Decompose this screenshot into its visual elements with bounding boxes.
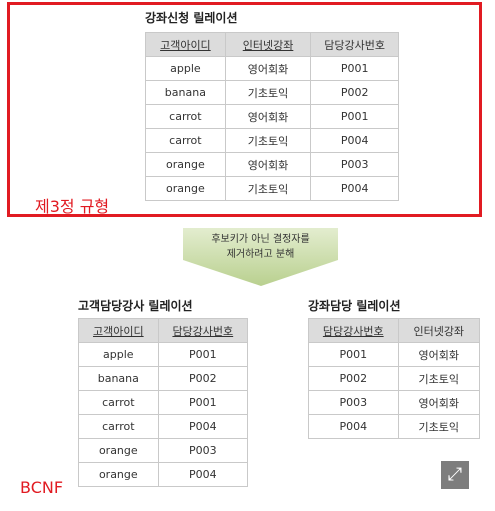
table-cell: P002	[157, 366, 249, 391]
right-relation-title: 강좌담당 릴레이션	[308, 299, 401, 313]
table-row: orange P003	[78, 438, 249, 463]
column-header: 인터넷강좌	[224, 32, 312, 57]
column-header: 고객아이디	[145, 32, 226, 57]
table-cell: P001	[310, 56, 399, 81]
table-row: orange 기초토익 P004	[145, 176, 399, 201]
table-cell: banana	[78, 366, 159, 391]
column-header: 인터넷강좌	[397, 318, 481, 343]
column-header: 담당강사번호	[308, 318, 399, 343]
table-cell: 영어회화	[224, 152, 312, 177]
table-cell: P002	[308, 366, 399, 391]
table-cell: carrot	[145, 104, 226, 129]
table-cell: P001	[157, 342, 249, 367]
table-row: orange 영어회화 P003	[145, 152, 399, 177]
table-header-row: 담당강사번호 인터넷강좌	[308, 318, 481, 343]
table-row: carrot 기초토익 P004	[145, 128, 399, 153]
table-row: P002 기초토익	[308, 366, 481, 391]
table-cell: 기초토익	[397, 414, 481, 439]
table-cell: P001	[310, 104, 399, 129]
arrow-caption-line: 후보키가 아닌 결정자를	[211, 234, 310, 245]
third-normal-form-frame	[7, 2, 482, 217]
table-cell: apple	[145, 56, 226, 81]
table-cell: P003	[308, 390, 399, 415]
table-cell: P002	[310, 80, 399, 105]
table-cell: carrot	[78, 390, 159, 415]
table-cell: P004	[310, 128, 399, 153]
bcnf-label: BCNF	[20, 478, 64, 497]
table-cell: 영어회화	[224, 56, 312, 81]
table-cell: 기초토익	[224, 128, 312, 153]
table-cell: 기초토익	[224, 176, 312, 201]
table-cell: orange	[145, 176, 226, 201]
third-normal-form-label: 제3정 규형	[35, 197, 110, 216]
table-cell: 영어회화	[397, 390, 481, 415]
table-cell: 기초토익	[397, 366, 481, 391]
table-cell: carrot	[78, 414, 159, 439]
arrow-caption-line: 제거하려고 분해	[226, 249, 295, 260]
table-row: carrot P004	[78, 414, 249, 439]
right-relation-table: 담당강사번호 인터넷강좌 P001 영어회화 P002 기초토익 P003 영어회화 …	[308, 318, 481, 439]
table-row: P004 기초토익	[308, 414, 481, 439]
table-cell: orange	[78, 462, 159, 487]
table-cell: orange	[78, 438, 159, 463]
table-row: apple P001	[78, 342, 249, 367]
table-row: carrot P001	[78, 390, 249, 415]
table-cell: banana	[145, 80, 226, 105]
table-row: apple 영어회화 P001	[145, 56, 399, 81]
table-row: P001 영어회화	[308, 342, 481, 367]
table-cell: P003	[157, 438, 249, 463]
table-cell: P004	[310, 176, 399, 201]
table-cell: P003	[310, 152, 399, 177]
table-cell: carrot	[145, 128, 226, 153]
table-cell: orange	[145, 152, 226, 177]
table-cell: 영어회화	[224, 104, 312, 129]
expand-icon[interactable]: ⤢	[441, 461, 469, 489]
column-header: 담당강사번호	[157, 318, 249, 343]
decomposition-arrow: 후보키가 아닌 결정자를 제거하려고 분해	[183, 228, 338, 288]
table-row: P003 영어회화	[308, 390, 481, 415]
table-cell: P004	[308, 414, 399, 439]
table-row: orange P004	[78, 462, 249, 487]
table-cell: 기초토익	[224, 80, 312, 105]
column-header: 고객아이디	[78, 318, 159, 343]
table-row: banana 기초토익 P002	[145, 80, 399, 105]
table-cell: P001	[157, 390, 249, 415]
table-cell: P001	[308, 342, 399, 367]
left-relation-table: 고객아이디 담당강사번호 apple P001 banana P002 carrot…	[78, 318, 249, 487]
table-row: banana P002	[78, 366, 249, 391]
left-relation-title: 고객담당강사 릴레이션	[78, 299, 193, 313]
table-row: carrot 영어회화 P001	[145, 104, 399, 129]
table-header-row: 고객아이디 담당강사번호	[78, 318, 249, 343]
table-header-row: 고객아이디 인터넷강좌 담당강사번호	[145, 32, 399, 57]
column-header: 담당강사번호	[310, 32, 399, 57]
top-relation-title: 강좌신청 릴레이션	[145, 11, 238, 25]
arrow-caption: 후보키가 아닌 결정자를 제거하려고 분해	[183, 232, 338, 262]
table-cell: P004	[157, 462, 249, 487]
down-arrow-icon	[183, 228, 338, 286]
top-relation-table: 고객아이디 인터넷강좌 담당강사번호 apple 영어회화 P001 banana 기…	[145, 32, 399, 201]
table-cell: 영어회화	[397, 342, 481, 367]
table-cell: apple	[78, 342, 159, 367]
table-cell: P004	[157, 414, 249, 439]
